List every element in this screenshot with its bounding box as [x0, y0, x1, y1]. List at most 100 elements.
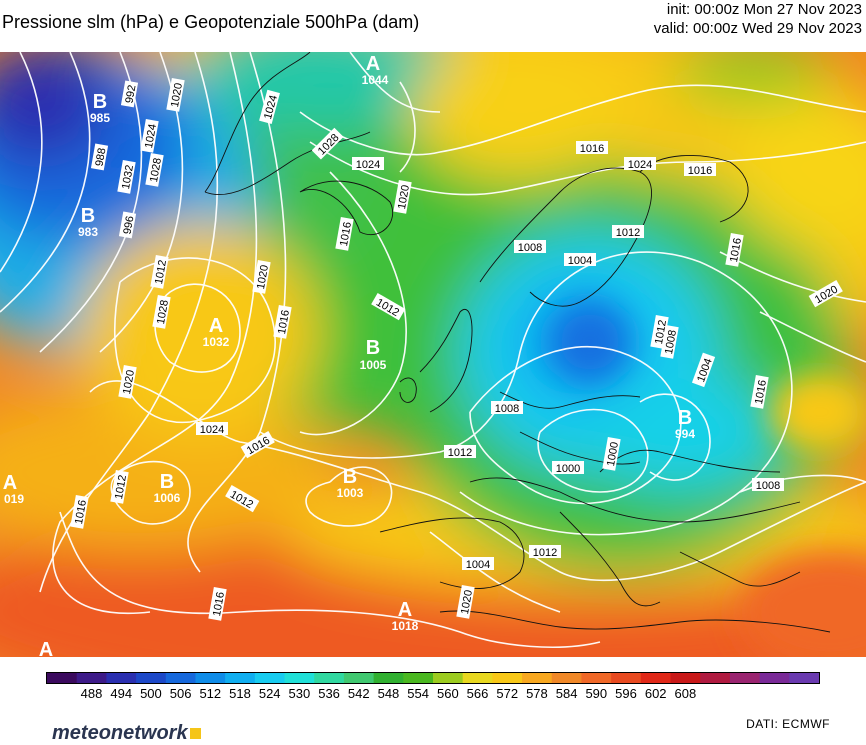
center-b-983-value: 983 [78, 225, 98, 239]
colorbar-cell [343, 673, 375, 683]
forecast-map: A 1044 B 985 B 983 A 1032 B 1005 B 1006 … [0, 52, 866, 657]
colorbar-tick-label: 488 [80, 686, 103, 701]
isobar-label: 1028 [152, 295, 171, 329]
svg-text:1024: 1024 [200, 424, 224, 436]
isobar-labels: 1000 1004 1008 1012 1016 1020 1024 1028 1032 996 9… [70, 78, 843, 621]
colorbar-tick-label: 548 [377, 686, 400, 701]
isobar-label: 1012 [110, 470, 129, 504]
isobar-label: 1024 [624, 157, 656, 171]
svg-text:1012: 1012 [533, 547, 557, 559]
coastlines [204, 52, 831, 633]
init-time: init: 00:00z Mon 27 Nov 2023 [666, 1, 862, 18]
colorbar-cell [373, 673, 404, 683]
colorbar-cell [136, 673, 167, 683]
colorbar-tick-label: 494 [110, 686, 133, 701]
isobar-label: 1020 [166, 78, 185, 112]
colorbar-cell [551, 673, 582, 683]
isobar-label: 1032 [117, 160, 136, 194]
colorbar-cell [522, 673, 553, 683]
colorbar-cell [76, 673, 107, 683]
center-b-994: B [678, 407, 692, 429]
isobar-label: 1008 [514, 240, 546, 254]
colorbar-cell [462, 673, 493, 683]
colorbar-tick-label: 560 [436, 686, 459, 701]
colorbar-cell [403, 673, 434, 683]
isobar-label: 1008 [752, 478, 784, 492]
isobar-label: 1016 [273, 305, 292, 339]
colorbar-cell [759, 673, 790, 683]
colorbar-cell [581, 673, 612, 683]
colorbar-tick-label: 608 [674, 686, 697, 701]
svg-text:1008: 1008 [663, 329, 679, 355]
colorbar-cell [789, 673, 820, 683]
colorbar-tick-label: 506 [169, 686, 192, 701]
colorbar-cell [284, 673, 315, 683]
center-a-1019-value: 019 [4, 492, 24, 506]
svg-text:1024: 1024 [143, 123, 159, 149]
colorbar-cell [47, 673, 78, 683]
svg-text:1008: 1008 [756, 480, 780, 492]
isobar-label: 1012 [444, 445, 476, 459]
svg-text:1016: 1016 [73, 499, 89, 525]
isobar-label: 1016 [725, 233, 744, 267]
svg-text:1012: 1012 [153, 259, 169, 285]
colorbar-tick-label: 596 [615, 686, 637, 701]
isobar-label: 1016 [70, 495, 89, 529]
colorbar-cell [611, 673, 642, 683]
isobar-label: 1008 [491, 401, 523, 415]
center-a-bottom: A [39, 639, 53, 657]
isobar-label: 1000 [552, 461, 584, 475]
isobar-label: 1000 [602, 437, 621, 471]
svg-text:1012: 1012 [113, 474, 129, 500]
colorbar-cell [225, 673, 256, 683]
colorbar [46, 672, 820, 684]
center-b-994-value: 994 [675, 427, 695, 441]
center-a-1032: A [209, 315, 223, 337]
svg-text:1004: 1004 [466, 559, 490, 571]
svg-text:1024: 1024 [356, 159, 380, 171]
colorbar-tick-label: 518 [229, 686, 251, 701]
colorbar-cell [254, 673, 286, 683]
colorbar-tick-label: 536 [318, 686, 340, 701]
center-b-1005: B [366, 337, 380, 359]
isobar-label: 1020 [118, 365, 137, 399]
colorbar-tick-label: 566 [466, 686, 489, 701]
colorbar-cell [492, 673, 523, 683]
colorbar-tick-label: 572 [496, 686, 519, 701]
meteonetwork-logo: meteonetwork [52, 722, 201, 745]
colorbar-tick-label: 530 [288, 686, 311, 701]
isobar-label: 1016 [208, 587, 227, 621]
colorbar-tick-label: 602 [644, 686, 667, 701]
svg-text:1016: 1016 [211, 591, 227, 617]
isobar-label: 1016 [684, 163, 716, 177]
svg-text:1020: 1020 [459, 589, 475, 615]
colorbar-cell [106, 673, 137, 683]
isobar-label: 1016 [335, 217, 354, 251]
svg-text:1016: 1016 [728, 237, 744, 263]
isobar-label: 1016 [750, 375, 769, 409]
center-b-1005-value: 1005 [360, 358, 387, 372]
center-b-1003: B [343, 466, 357, 488]
colorbar-cell [195, 673, 226, 683]
center-b-1006: B [160, 471, 174, 493]
svg-text:1016: 1016 [580, 143, 604, 155]
colorbar-tick-label: 578 [526, 686, 548, 701]
svg-text:1028: 1028 [155, 299, 171, 325]
svg-text:988: 988 [93, 147, 108, 167]
svg-text:1000: 1000 [556, 463, 580, 475]
run-info: init: 00:00z Mon 27 Nov 2023 valid: 00:0… [654, 0, 862, 38]
colorbar-cell [165, 673, 196, 683]
isobar-label: 1024 [140, 119, 159, 153]
data-source: DATI: ECMWF [746, 717, 830, 731]
svg-text:1016: 1016 [276, 309, 292, 335]
colorbar-cell [640, 673, 672, 683]
isobar-label: 1028 [145, 153, 164, 187]
colorbar-tick-label: 524 [258, 686, 281, 701]
center-a-1018-value: 1018 [392, 619, 419, 633]
svg-text:1004: 1004 [568, 255, 592, 267]
svg-text:1020: 1020 [169, 82, 185, 108]
isobar-label: 996 [118, 211, 136, 239]
colorbar-cell [433, 673, 464, 683]
colorbar-tick-label: 512 [199, 686, 222, 701]
svg-text:1012: 1012 [448, 447, 472, 459]
